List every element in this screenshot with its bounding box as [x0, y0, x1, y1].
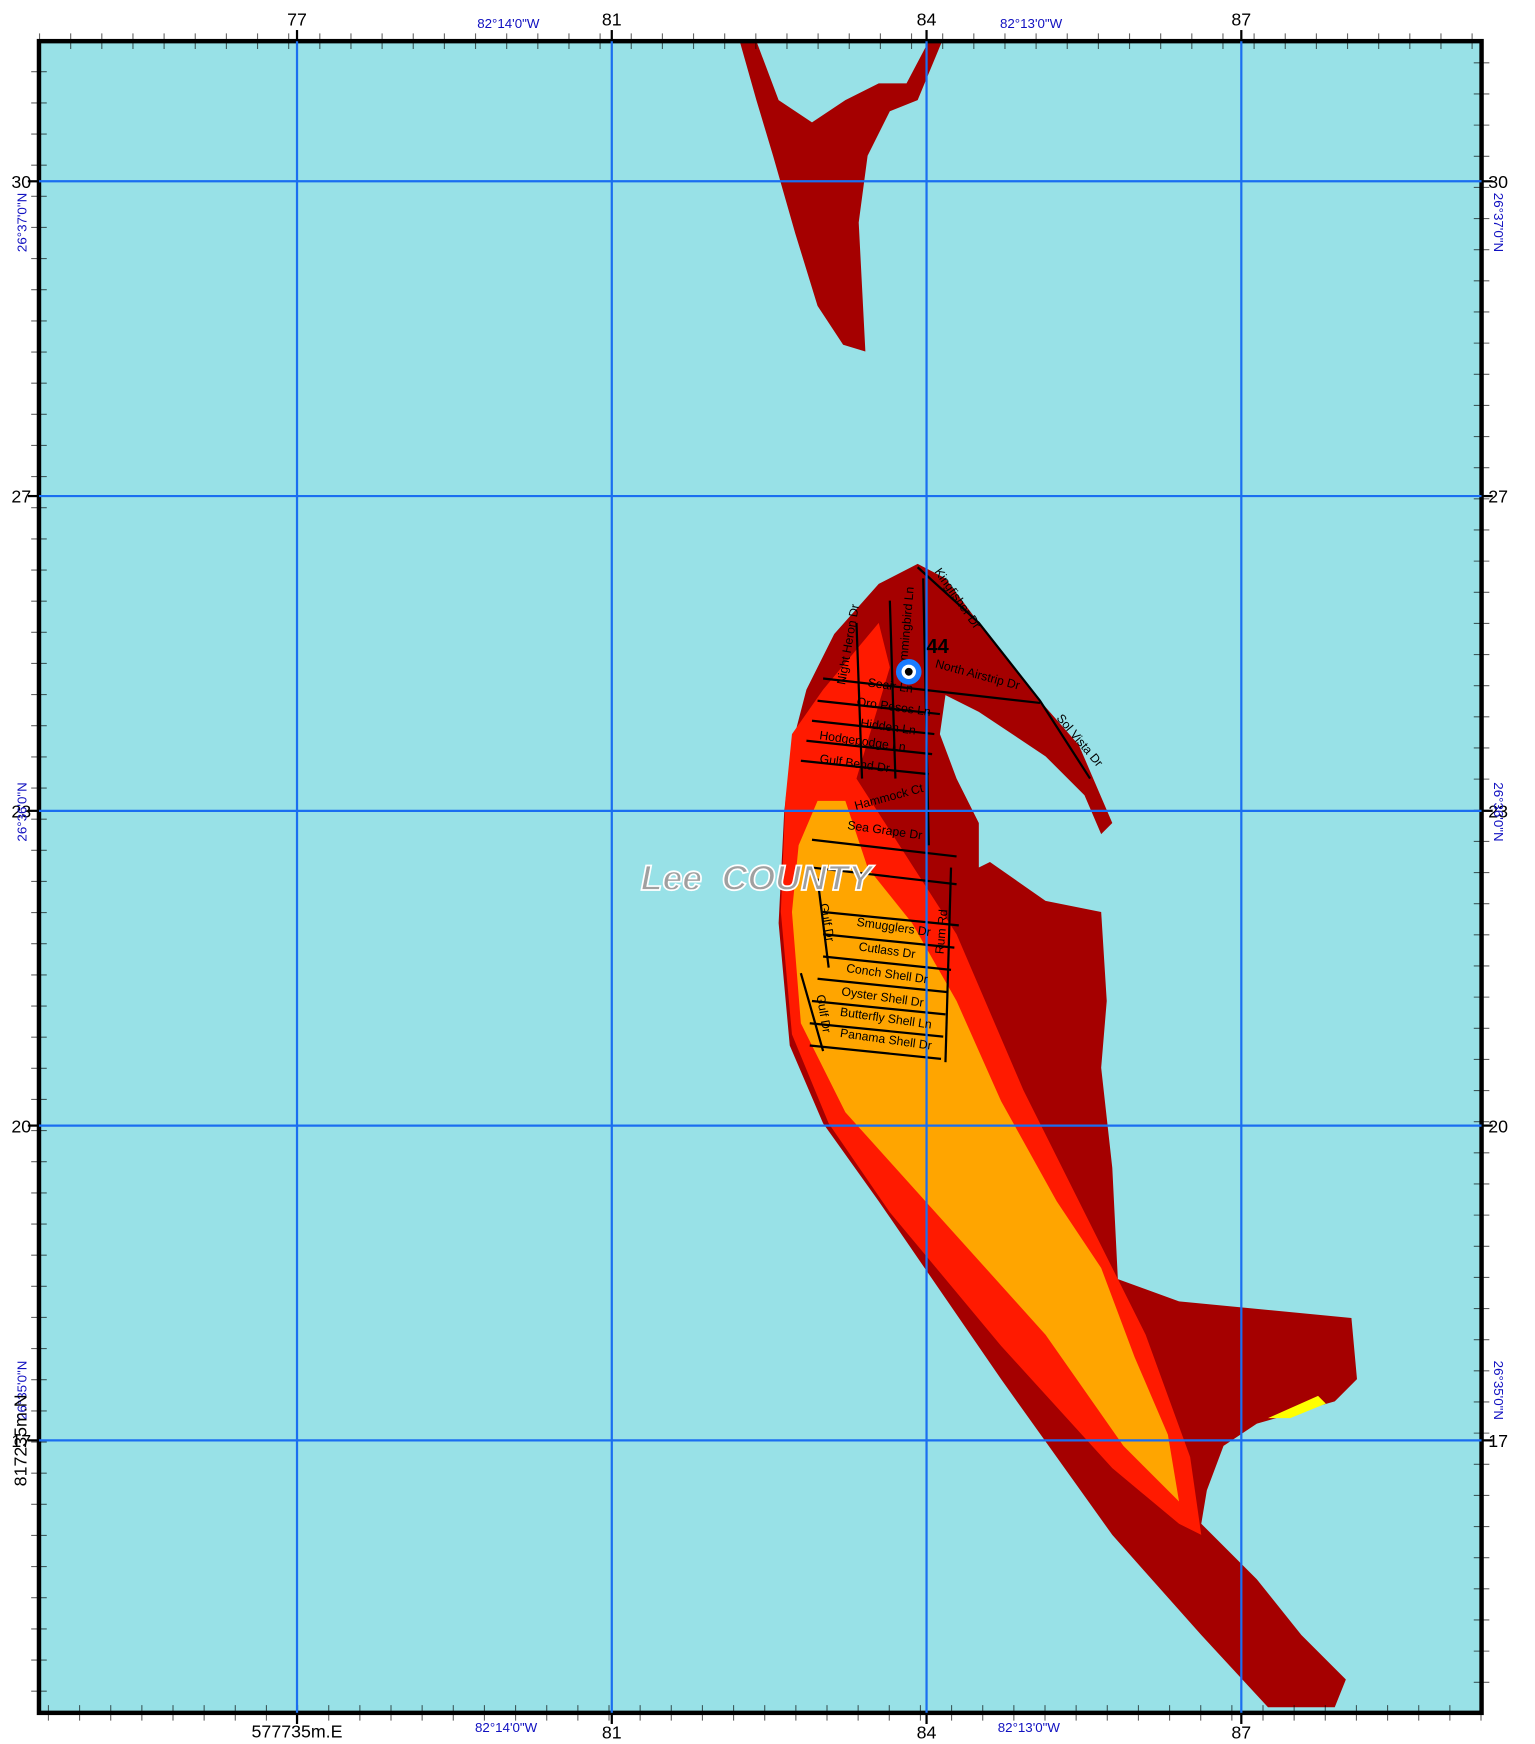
lon-label: 82°13'0"W	[998, 1720, 1061, 1735]
x-grid-label: 87	[1231, 10, 1251, 30]
street-label: Gulf Dr	[813, 993, 834, 1034]
x-grid-label: 81	[602, 10, 622, 30]
y-grid-label: 20	[11, 1116, 31, 1136]
x-grid-label: 84	[917, 1722, 937, 1742]
roads	[799, 566, 1091, 1063]
y-grid-label: 27	[1488, 487, 1508, 507]
lat-label: 26°35'0"N	[15, 1361, 30, 1420]
y-grid-label: 20	[1488, 1116, 1508, 1136]
lat-label: 26°35'0"N	[1491, 1361, 1506, 1420]
grid: 77 81 81 84 84 87 87 30 30 27 27 23 23 20 20 17 17	[11, 10, 1508, 1743]
lon-label: 82°14'0"W	[475, 1720, 538, 1735]
lon-label: 82°14'0"W	[477, 16, 540, 31]
y-grid-label: 23	[1488, 801, 1508, 821]
county-label: Lee COUNTY	[641, 858, 876, 898]
x-grid-label: 87	[1231, 1722, 1251, 1742]
x-grid-label: 77	[287, 10, 307, 30]
lat-label: 26°36'0"N	[1491, 782, 1506, 841]
lat-label: 26°37'0"N	[1491, 193, 1506, 252]
location-marker-dot	[904, 667, 913, 676]
y-grid-label: 17	[11, 1431, 31, 1451]
y-grid-label: 17	[1488, 1431, 1508, 1451]
y-grid-label: 30	[1488, 172, 1508, 192]
frame	[36, 38, 1484, 1716]
y-grid-label: 27	[11, 487, 31, 507]
easting-label: 577735m.E	[252, 1721, 343, 1741]
lat-label: 26°36'0"N	[15, 782, 30, 841]
street-label: Rum Rd	[933, 909, 951, 955]
y-grid-label: 30	[11, 172, 31, 192]
y-grid-label: 23	[11, 801, 31, 821]
x-grid-label: 84	[917, 10, 937, 30]
marker-label: 44	[927, 636, 950, 658]
land	[739, 41, 1357, 1708]
x-grid-label: 81	[602, 1722, 622, 1742]
northing-label: 817235m.N	[11, 1394, 31, 1486]
street-label: Gulf Dr	[817, 902, 838, 943]
lat-label: 26°37'0"N	[15, 193, 30, 252]
lon-label: 82°13'0"W	[1000, 16, 1063, 31]
